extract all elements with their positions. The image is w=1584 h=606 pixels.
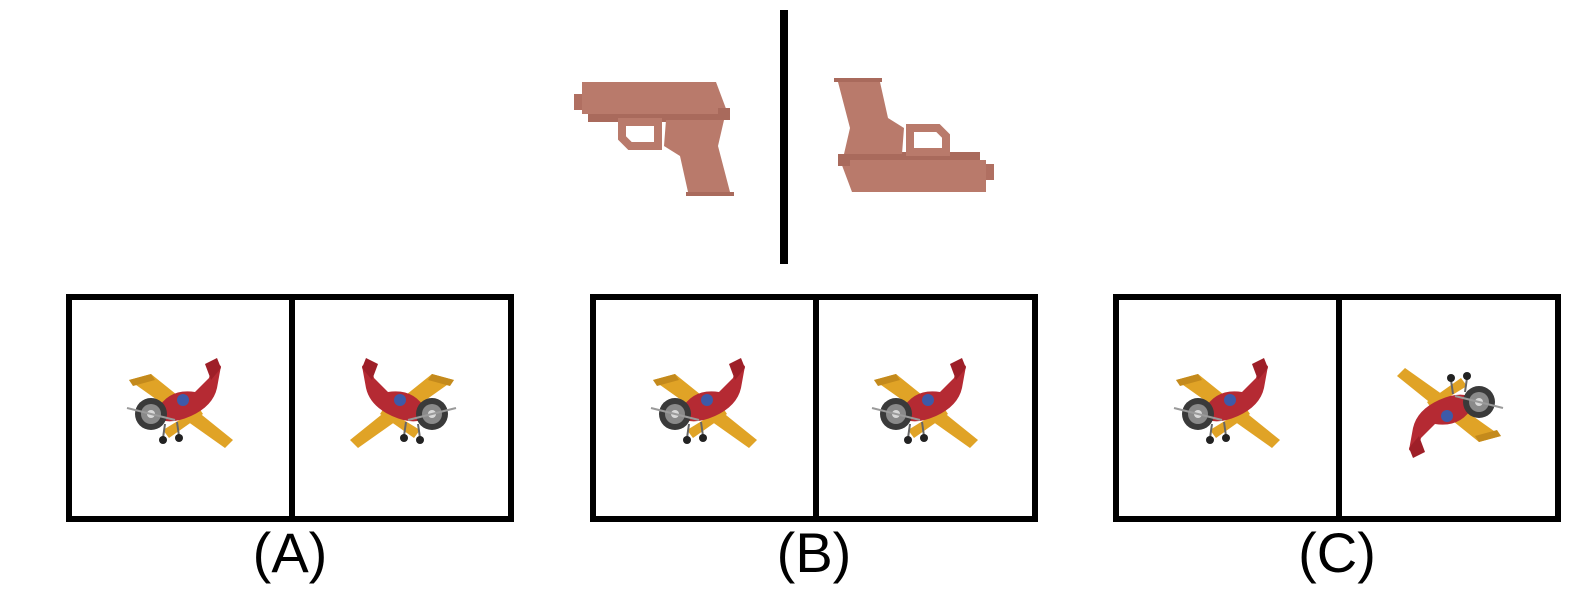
option-b-label: (B) [776,521,852,584]
toy-airplane-icon [645,358,765,458]
option-a-label: (A) [252,521,328,584]
option-a-box[interactable] [66,294,514,522]
toy-airplane-icon [1389,358,1509,458]
option-c-label: (C) [1298,521,1376,584]
toy-airplane-icon [1168,358,1288,458]
toy-airplane-icon [866,358,986,458]
option-c-right-cell [1342,300,1555,516]
option-b-box[interactable] [590,294,1038,522]
option-a-left-cell [72,300,289,516]
option-c-left-cell [1119,300,1336,516]
option-b-left-cell [596,300,813,516]
example-pair [0,0,1584,280]
option-b-divider [813,300,819,516]
pistol-icon [568,76,740,198]
pistol-icon [828,76,1000,198]
toy-airplane-icon [342,358,462,458]
option-a-divider [289,300,295,516]
option-c-divider [1336,300,1342,516]
mirror-divider [780,10,788,264]
option-b-right-cell [819,300,1032,516]
toy-airplane-icon [121,358,241,458]
option-c-box[interactable] [1113,294,1561,522]
option-a-right-cell [295,300,508,516]
